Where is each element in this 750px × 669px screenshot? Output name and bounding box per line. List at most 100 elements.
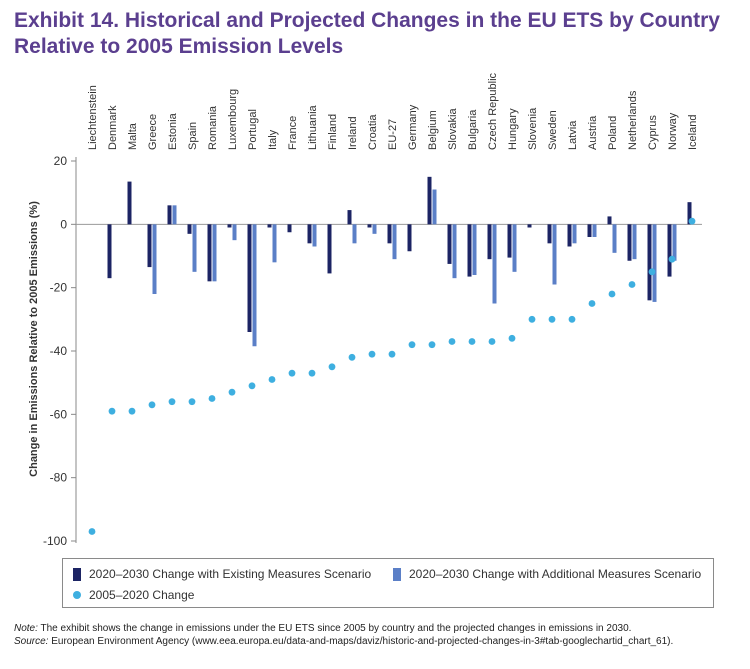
x-category-label: Bulgaria xyxy=(467,109,479,150)
note-label: Note: xyxy=(14,623,38,634)
bar-additional xyxy=(272,224,277,263)
x-category-label: EU-27 xyxy=(387,119,399,150)
bar-existing xyxy=(327,224,332,274)
bar-additional xyxy=(572,224,577,244)
x-category-label: Czech Republic xyxy=(487,72,499,150)
historical-point xyxy=(428,341,436,349)
historical-point xyxy=(528,315,536,323)
x-category-label: Austria xyxy=(587,115,599,150)
bar-additional xyxy=(592,224,597,237)
historical-point xyxy=(568,315,576,323)
x-category-label: Ireland xyxy=(347,116,359,150)
legend-item-additional: 2020–2030 Change with Additional Measure… xyxy=(393,567,701,581)
historical-point xyxy=(108,407,116,415)
bar-additional xyxy=(252,224,257,347)
historical-point xyxy=(128,407,136,415)
x-category-label: Greece xyxy=(147,114,159,150)
historical-point xyxy=(488,338,496,345)
bar-additional xyxy=(432,189,437,225)
bar-chart: 20 0 -20 -40 -60 -80 -100 Change in Emissions R… xyxy=(28,72,702,548)
bar-existing xyxy=(307,224,312,244)
legend-label-historical: 2005–2020 Change xyxy=(89,588,195,602)
legend-label-existing: 2020–2030 Change with Existing Measures … xyxy=(89,567,372,581)
note-line: Note: The exhibit shows the change in em… xyxy=(14,622,738,635)
historical-point xyxy=(548,315,556,323)
x-category-label: Slovenia xyxy=(527,107,539,150)
x-category-label: Latvia xyxy=(567,120,579,150)
bar-existing xyxy=(627,224,632,261)
bar-additional xyxy=(492,224,497,304)
bar-additional xyxy=(452,224,457,279)
y-tick-label: -80 xyxy=(50,471,68,485)
bar-additional xyxy=(392,224,397,260)
x-category-label: Malta xyxy=(127,122,139,150)
historical-point xyxy=(248,382,256,390)
bar-additional xyxy=(552,224,557,285)
bar-additional xyxy=(172,205,177,225)
bar-existing xyxy=(687,202,692,225)
chart-legend: 2020–2030 Change with Existing Measures … xyxy=(62,558,714,608)
historical-point xyxy=(268,376,276,383)
x-category-label: Liechtenstein xyxy=(87,85,99,150)
y-axis-label: Change in Emissions Relative to 2005 Emi… xyxy=(28,201,40,477)
bar-additional xyxy=(512,224,517,272)
legend-swatch-additional xyxy=(393,567,401,581)
bar-additional xyxy=(672,224,677,261)
source-text: European Environment Agency (www.eea.eur… xyxy=(51,636,674,647)
bar-existing xyxy=(647,224,652,301)
historical-point xyxy=(668,255,676,263)
x-category-label: Iceland xyxy=(687,115,699,150)
x-category-label: Denmark xyxy=(107,105,119,150)
historical-point xyxy=(588,300,596,307)
bar-existing xyxy=(587,224,592,237)
historical-point xyxy=(308,369,316,377)
x-category-label: Hungary xyxy=(507,108,519,150)
bar-existing xyxy=(447,224,452,264)
x-category-label: Estonia xyxy=(167,112,179,150)
x-category-label: Slovakia xyxy=(447,108,459,150)
x-category-label: Luxembourg xyxy=(227,89,239,150)
x-category-label: Germany xyxy=(407,104,419,150)
y-tick-label: -100 xyxy=(43,534,67,548)
historical-point xyxy=(168,398,176,406)
historical-point xyxy=(688,217,696,225)
historical-point xyxy=(468,338,476,345)
historical-point xyxy=(368,350,376,358)
bar-existing xyxy=(507,224,512,258)
historical-point xyxy=(148,401,156,409)
historical-point xyxy=(388,350,396,358)
bar-additional xyxy=(212,224,217,282)
bar-additional xyxy=(192,224,197,272)
bar-existing xyxy=(387,224,392,244)
bar-existing xyxy=(167,205,172,225)
x-category-label: Croatia xyxy=(367,114,379,150)
historical-point xyxy=(628,281,636,288)
bar-existing xyxy=(467,224,472,277)
y-tick-label: -20 xyxy=(50,281,68,295)
historical-point xyxy=(188,398,196,406)
bar-existing xyxy=(527,224,532,228)
bar-existing xyxy=(367,224,372,228)
bar-existing xyxy=(207,224,212,282)
historical-point xyxy=(328,363,336,371)
x-category-label: Romania xyxy=(207,105,219,150)
legend-item-historical: 2005–2020 Change xyxy=(73,588,194,602)
x-category-label: France xyxy=(287,116,299,150)
bar-existing xyxy=(547,224,552,244)
bar-existing xyxy=(427,176,432,225)
chart-title: Exhibit 14. Historical and Projected Cha… xyxy=(14,9,720,58)
source-line: Source: European Environment Agency (www… xyxy=(14,635,738,648)
bar-existing xyxy=(107,224,112,279)
footnotes: Note: The exhibit shows the change in em… xyxy=(14,622,738,648)
note-text: The exhibit shows the change in emission… xyxy=(40,623,632,634)
historical-point xyxy=(208,395,216,402)
historical-point xyxy=(348,353,356,361)
bar-additional xyxy=(312,224,317,247)
x-category-label: Spain xyxy=(187,122,199,150)
bar-existing xyxy=(407,224,412,252)
y-tick-label: 0 xyxy=(60,217,67,231)
bar-existing xyxy=(147,224,152,268)
legend-swatch-existing xyxy=(73,567,81,581)
bar-existing xyxy=(287,224,292,233)
source-label: Source: xyxy=(14,636,49,647)
